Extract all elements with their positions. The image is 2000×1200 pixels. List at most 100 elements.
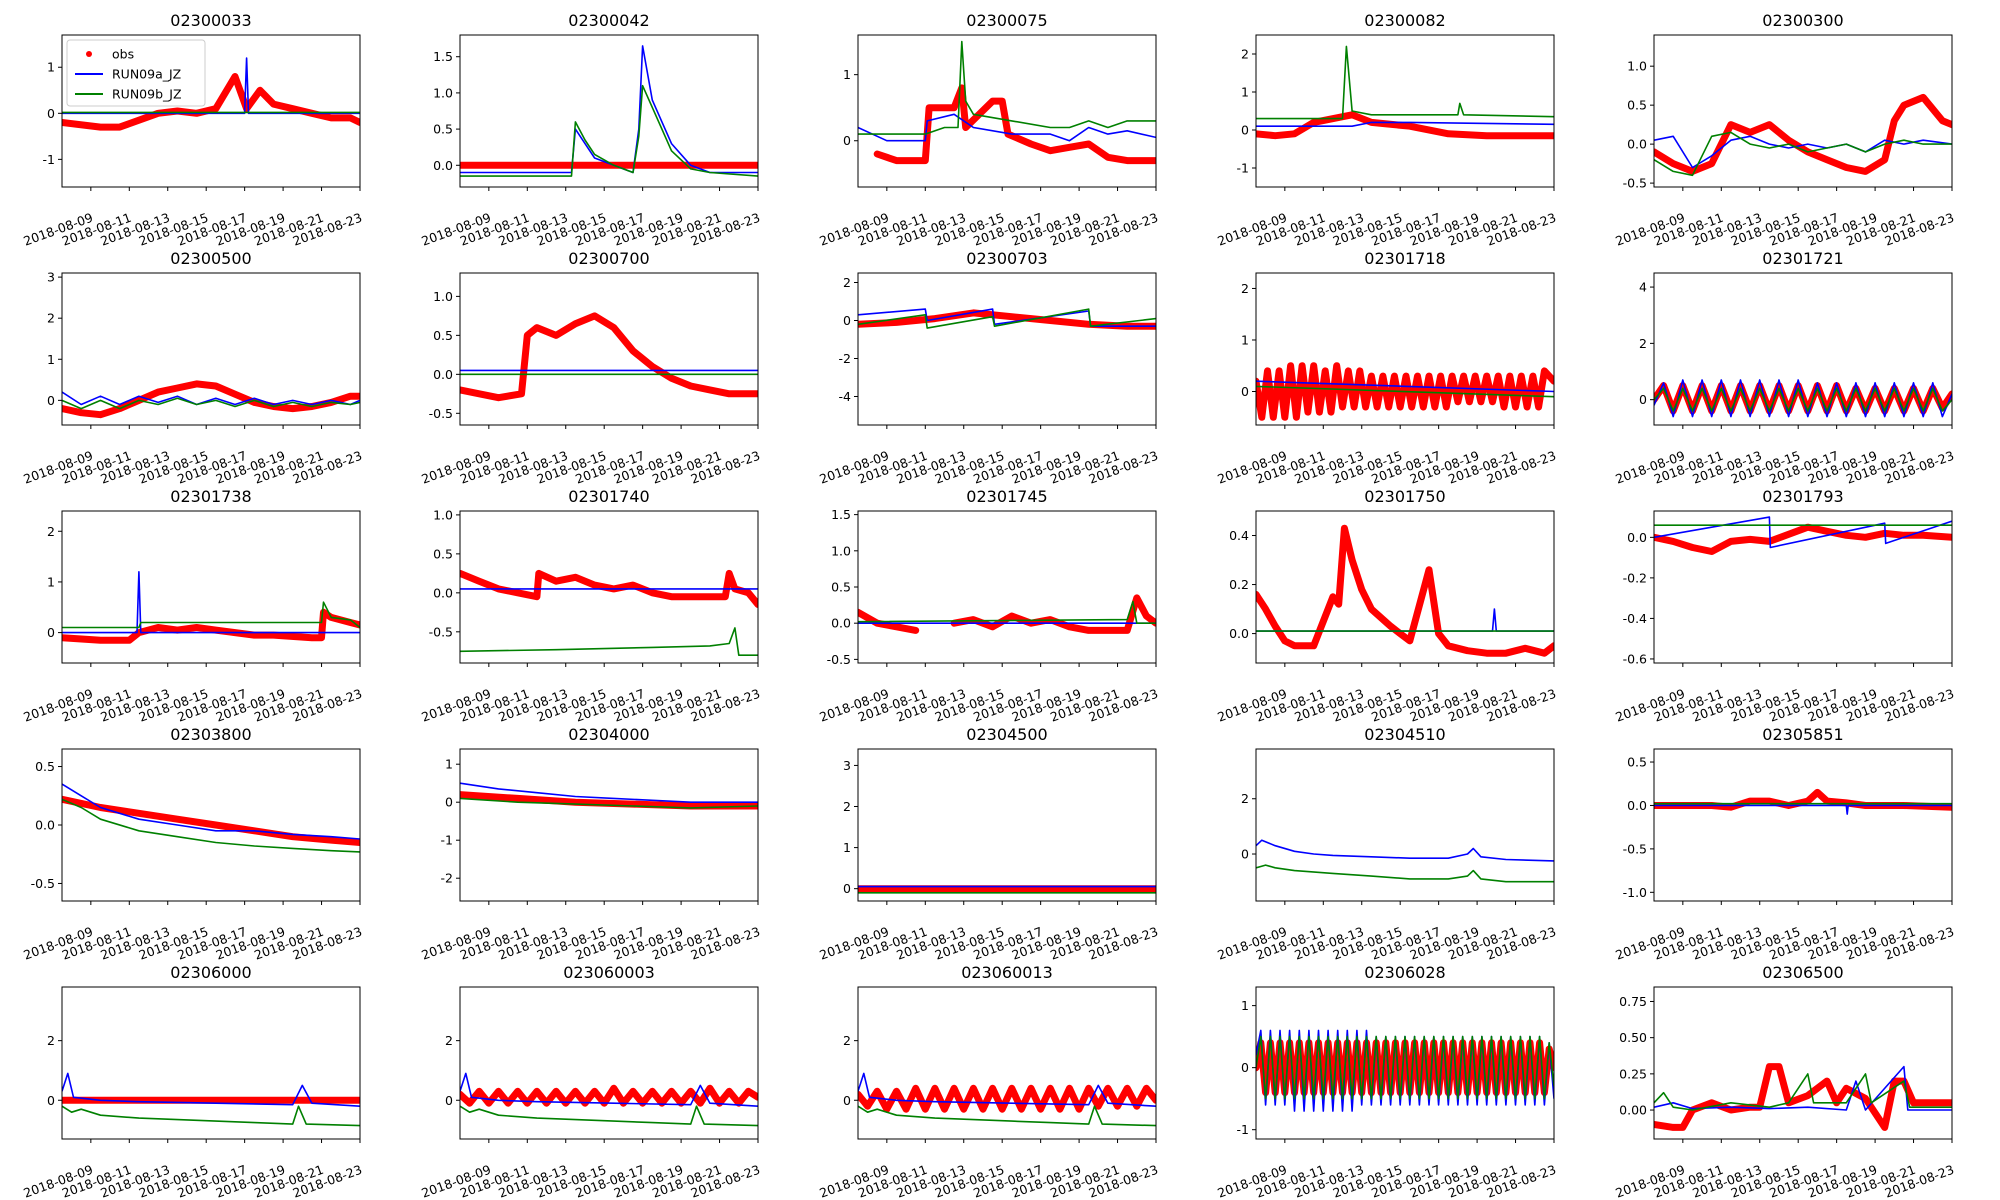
panel-title: 02306028 [1364,963,1445,982]
panel-plot-area [858,885,1156,894]
run09b-series [460,797,758,809]
y-tick-label: -1.0 [1623,885,1647,900]
y-tick-label: -0.5 [1623,176,1647,191]
run09a-series [62,57,360,115]
legend: obs RUN09a_JZ RUN09b_JZ [66,39,206,107]
panel-title: 02306000 [170,963,251,982]
panel-plot-area [460,782,758,810]
run09b-series [858,40,1156,135]
panel-title: 02300082 [1364,11,1445,30]
panel-title: 02306500 [1762,963,1843,982]
y-tick-label: 0.0 [1627,798,1647,813]
y-tick-label: -1 [43,152,55,167]
y-tick-label: 0.25 [1619,1066,1647,1081]
axes-frame [857,34,1157,188]
run09b-series [460,1105,758,1127]
y-tick-label: -0.5 [31,876,55,891]
panel-title: 02300700 [568,249,649,268]
panel-title: 02301718 [1364,249,1445,268]
y-tick-label: 0.75 [1619,994,1647,1009]
panel-title: 023060013 [961,963,1053,982]
y-tick-label: 0.5 [1627,98,1647,113]
y-tick-label: 0.0 [831,616,851,631]
run09a-series [1256,839,1554,862]
y-tick-label: 0 [47,393,55,408]
y-tick-label: 2 [843,275,851,290]
obs-series [62,73,360,131]
panel-plot-area [1256,1029,1554,1112]
run09b-series [460,627,758,656]
panel-plot-area [1654,379,1952,418]
y-tick-label: -2 [441,871,453,886]
y-tick-label: -2 [839,351,851,366]
y-tick-label: 2 [47,524,55,539]
y-tick-label: 1 [1241,998,1249,1013]
y-tick-label: 2 [445,1033,453,1048]
y-tick-label: -0.5 [827,652,851,667]
panel-title: 02301750 [1364,487,1445,506]
y-tick-label: 1.5 [433,49,453,64]
y-tick-label: 1.0 [433,289,453,304]
y-tick-label: 0.0 [433,585,453,600]
panel-title: 02301793 [1762,487,1843,506]
y-tick-label: 0.0 [1229,626,1249,641]
y-tick-label: 0.0 [1627,137,1647,152]
axes-frame [459,748,759,902]
y-tick-label: 1 [843,840,851,855]
run09b-series [858,600,1156,624]
panel-plot-area [460,1072,758,1127]
run09a-series [1654,804,1952,815]
panel-title: 02304500 [966,725,1047,744]
run09a-series [858,113,1156,142]
run09a-series [1256,121,1554,127]
panel-plot-area [460,569,758,656]
run09a-series [62,571,360,634]
run09a-series [62,783,360,840]
y-tick-label: 0.5 [433,122,453,137]
panel-plot-area [858,1072,1156,1127]
obs-series [1256,524,1554,657]
panel-title: 02300703 [966,249,1047,268]
y-tick-label: -0.4 [1623,611,1647,626]
run09b-series [1256,45,1554,120]
y-tick-label: 0 [47,106,55,121]
run09b-series [62,1105,360,1127]
y-tick-label: 0 [47,625,55,640]
y-tick-label: 0.5 [433,546,453,561]
run09a-series [62,391,360,406]
y-tick-label: 4 [1639,280,1647,295]
y-tick-label: 0.0 [433,158,453,173]
axes-frame [459,510,759,664]
y-tick-label: 2 [47,1033,55,1048]
legend-box [66,39,206,107]
y-tick-label: 1 [843,67,851,82]
panel-plot-area [1654,93,1952,177]
axes-frame [1255,748,1555,902]
panel-title: 023060003 [563,963,655,982]
y-tick-label: 3 [843,758,851,773]
axes-frame [857,748,1157,902]
y-tick-label: 0 [1241,847,1249,862]
panel-title: 02301721 [1762,249,1843,268]
y-tick-label: -0.5 [429,624,453,639]
y-tick-label: -4 [839,389,852,404]
y-tick-label: 0 [1241,123,1249,138]
panel-title: 02300042 [568,11,649,30]
run09b-series [1654,1073,1952,1111]
run09b-series [1654,387,1952,412]
panel-plot-area [858,594,1156,634]
y-tick-label: 2 [1241,281,1249,296]
axes-frame [1255,986,1555,1140]
panel-02303800: 02303800-0.50.00.52018-08-092018-08-1120… [21,725,364,963]
y-tick-label: 0.0 [433,367,453,382]
panel-title: 02305851 [1762,725,1843,744]
run09b-series [858,308,1156,329]
run09a-series [1654,516,1952,549]
axes-frame [61,986,361,1140]
axes-frame [61,34,361,188]
y-tick-label: 1.0 [433,85,453,100]
y-tick-label: 0.5 [433,328,453,343]
y-tick-label: 0.50 [1619,1030,1647,1045]
